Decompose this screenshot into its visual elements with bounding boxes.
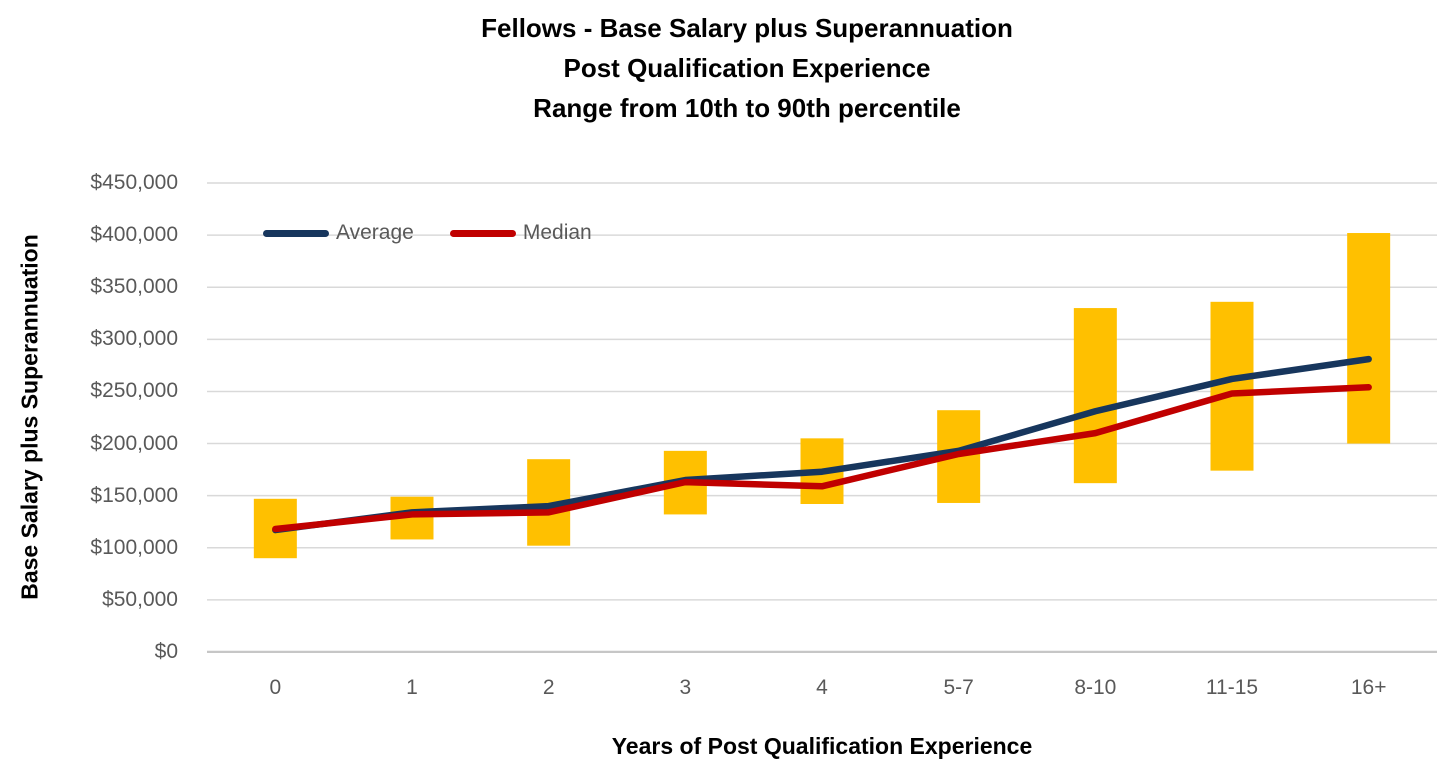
y-tick-label: $450,000 bbox=[90, 171, 178, 194]
x-tick-label-11-15: 11-15 bbox=[1205, 676, 1259, 699]
y-tick-label: $150,000 bbox=[90, 483, 178, 507]
legend-label: Average bbox=[336, 221, 414, 244]
x-tick-label-5-7: 5-7 bbox=[943, 676, 974, 699]
legend-item-median: Median bbox=[449, 221, 592, 245]
average-line bbox=[272, 355, 1372, 534]
y-tick-label: $0 bbox=[154, 640, 178, 663]
median-line bbox=[272, 384, 1372, 533]
chart-title-line-1: Fellows - Base Salary plus Superannuatio… bbox=[481, 13, 1013, 43]
x-tick-label-16+: 16+ bbox=[1350, 676, 1387, 699]
x-tick-label-0: 0 bbox=[269, 676, 282, 699]
y-tick-label: $200,000 bbox=[90, 431, 178, 455]
x-tick-label-8-10: 8-10 bbox=[1074, 676, 1117, 699]
x-axis-tick-labels: 0 1 2 3 4 5-7 8-10 11-15 16+ bbox=[207, 675, 1437, 705]
y-tick-label: $250,000 bbox=[90, 379, 178, 403]
plot-area bbox=[207, 182, 1437, 653]
x-tick-label-2: 2 bbox=[542, 676, 555, 699]
percentile-range-bar-16+ bbox=[1347, 233, 1391, 444]
legend-line-swatch-median bbox=[449, 229, 516, 237]
y-tick-label: $350,000 bbox=[90, 275, 178, 299]
chart-title-line-2: Post Qualification Experience bbox=[563, 53, 931, 83]
legend: Average Median bbox=[263, 221, 592, 245]
chart-title-line-3: Range from 10th to 90th percentile bbox=[533, 93, 961, 123]
y-tick-label: $50,000 bbox=[102, 587, 178, 611]
legend-item-average: Average bbox=[263, 221, 414, 245]
chart-title: Fellows - Base Salary plus Superannuatio… bbox=[40, 8, 1454, 128]
y-tick-label: $300,000 bbox=[90, 327, 178, 351]
percentile-range-bar-8-10 bbox=[1073, 308, 1117, 484]
x-tick-label-3: 3 bbox=[679, 676, 692, 699]
percentile-range-bar-11-15 bbox=[1210, 301, 1254, 471]
legend-label: Median bbox=[522, 221, 592, 244]
legend-line-swatch-average bbox=[263, 229, 329, 237]
y-tick-label: $400,000 bbox=[90, 223, 178, 247]
y-axis-tick-labels: $450,000 $400,000 $350,000 $300,000 $250,000… bbox=[40, 171, 178, 663]
x-axis-title: Years of Post Qualification Experience bbox=[611, 733, 1033, 759]
x-tick-label-1: 1 bbox=[406, 676, 418, 699]
y-tick-label: $100,000 bbox=[90, 535, 178, 559]
x-tick-label-4: 4 bbox=[816, 676, 828, 699]
